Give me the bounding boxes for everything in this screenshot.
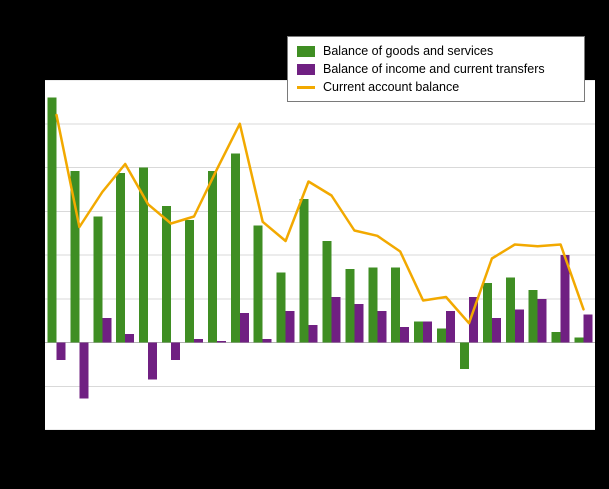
chart-legend: Balance of goods and services Balance of…: [287, 36, 585, 102]
legend-item-current-account: Current account balance: [297, 79, 575, 95]
legend-item-goods-services: Balance of goods and services: [297, 43, 575, 59]
plot-area: [45, 80, 595, 430]
legend-label-income-transfers: Balance of income and current transfers: [323, 61, 545, 76]
legend-label-current-account: Current account balance: [323, 79, 460, 94]
legend-swatch-income-transfers-icon: [297, 63, 315, 75]
legend-item-income-transfers: Balance of income and current transfers: [297, 61, 575, 77]
legend-swatch-current-account-icon: [297, 85, 315, 89]
chart-svg: [45, 80, 595, 430]
legend-label-goods-services: Balance of goods and services: [323, 43, 494, 58]
legend-swatch-goods-services-icon: [297, 45, 315, 57]
